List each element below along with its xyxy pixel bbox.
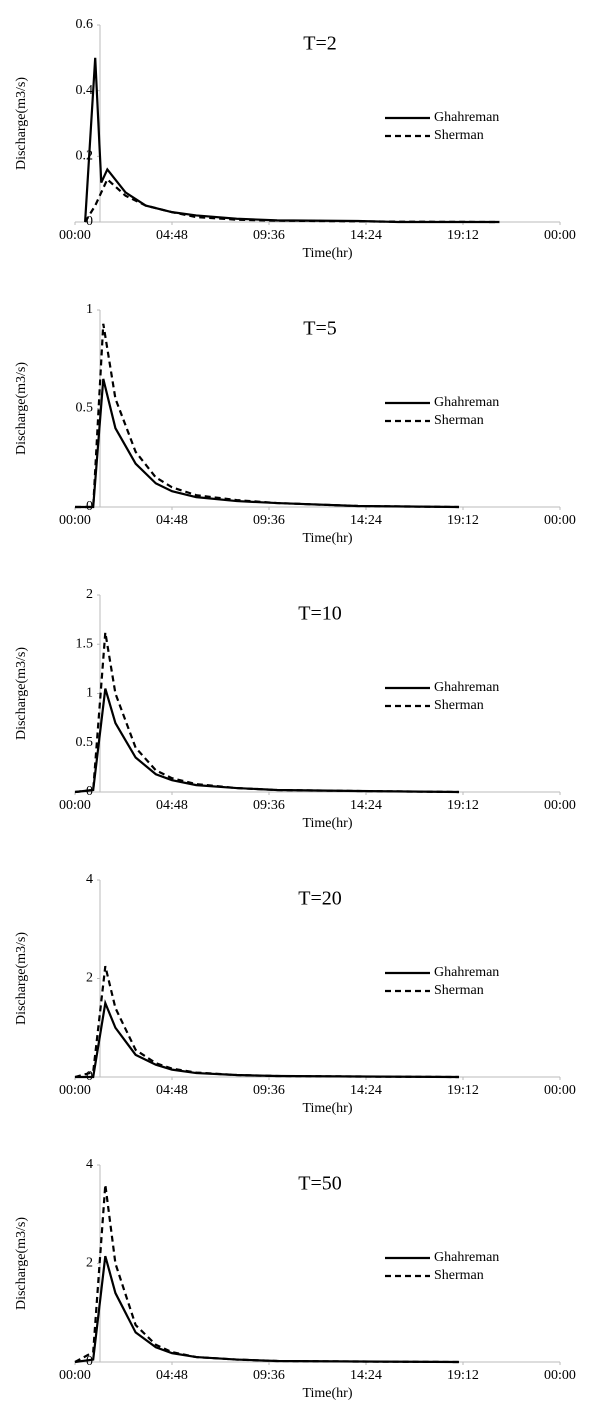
x-tick-label: 00:00: [544, 513, 576, 528]
x-tick-label: 19:12: [447, 1368, 479, 1383]
legend-label: Ghahreman: [434, 680, 499, 695]
y-tick-label: 0: [86, 1354, 93, 1369]
y-tick-label: 0: [86, 214, 93, 229]
x-tick-label: 09:36: [253, 513, 285, 528]
x-tick-label: 04:48: [156, 1368, 188, 1383]
y-axis-label: Discharge(m3/s): [14, 932, 29, 1025]
y-tick-label: 2: [86, 971, 93, 986]
x-tick-label: 14:24: [350, 1083, 382, 1098]
x-tick-label: 19:12: [447, 228, 479, 243]
legend-label: Ghahreman: [434, 965, 499, 980]
chart-title: T=2: [303, 33, 337, 55]
x-tick-label: 00:00: [544, 228, 576, 243]
x-tick-label: 19:12: [447, 1083, 479, 1098]
y-tick-label: 1.5: [76, 636, 94, 651]
legend-label: Sherman: [434, 1268, 484, 1283]
x-tick-label: 00:00: [544, 1368, 576, 1383]
chart-title: T=50: [298, 1173, 342, 1195]
y-tick-label: 1: [86, 686, 93, 701]
chart-title: T=5: [303, 318, 337, 340]
x-axis-label: Time(hr): [302, 1386, 352, 1401]
legend-label: Ghahreman: [434, 110, 499, 125]
x-tick-label: 04:48: [156, 1083, 188, 1098]
x-tick-label: 00:00: [544, 798, 576, 813]
y-tick-label: 2: [86, 1256, 93, 1271]
x-axis-label: Time(hr): [302, 246, 352, 261]
series-line: [75, 323, 459, 509]
series-line: [75, 999, 459, 1079]
x-axis-label: Time(hr): [302, 531, 352, 546]
legend-label: Sherman: [434, 698, 484, 713]
series-line: [75, 378, 459, 509]
y-tick-label: 4: [86, 872, 93, 887]
x-tick-label: 04:48: [156, 798, 188, 813]
legend-label: Sherman: [434, 983, 484, 998]
y-tick-label: 0.5: [76, 401, 94, 416]
y-tick-label: 4: [86, 1157, 93, 1172]
series-line: [74, 965, 459, 1079]
series-line: [74, 688, 459, 794]
y-tick-label: 0.4: [76, 83, 94, 98]
y-tick-label: 0.5: [76, 735, 94, 750]
legend-label: Sherman: [434, 128, 484, 143]
legend-label: Ghahreman: [434, 1250, 499, 1265]
x-tick-label: 00:00: [59, 1368, 91, 1383]
x-axis-label: Time(hr): [302, 1101, 352, 1116]
x-tick-label: 04:48: [156, 228, 188, 243]
chart-title: T=10: [298, 603, 342, 625]
x-tick-label: 09:36: [253, 1368, 285, 1383]
x-tick-label: 00:00: [544, 1083, 576, 1098]
y-axis-label: Discharge(m3/s): [14, 647, 29, 740]
x-tick-label: 00:00: [59, 228, 91, 243]
x-tick-label: 04:48: [156, 513, 188, 528]
legend-label: Sherman: [434, 413, 484, 428]
legend-label: Ghahreman: [434, 395, 499, 410]
x-tick-label: 09:36: [253, 228, 285, 243]
x-tick-label: 14:24: [350, 1368, 382, 1383]
x-tick-label: 19:12: [447, 513, 479, 528]
x-tick-label: 19:12: [447, 798, 479, 813]
y-tick-label: 0.6: [76, 17, 94, 32]
series-line: [74, 1255, 459, 1364]
series-line: [84, 177, 500, 224]
x-tick-label: 00:00: [59, 513, 91, 528]
y-axis-label: Discharge(m3/s): [14, 362, 29, 455]
x-tick-label: 09:36: [253, 798, 285, 813]
x-tick-label: 14:24: [350, 798, 382, 813]
x-tick-label: 00:00: [59, 1083, 91, 1098]
y-tick-label: 1: [86, 302, 93, 317]
series-line: [74, 1184, 459, 1364]
x-tick-label: 14:24: [350, 228, 382, 243]
x-tick-label: 14:24: [350, 513, 382, 528]
y-tick-label: 2: [86, 587, 93, 602]
chart-title: T=20: [298, 888, 342, 910]
series-line: [74, 632, 459, 794]
x-tick-label: 09:36: [253, 1083, 285, 1098]
y-axis-label: Discharge(m3/s): [14, 77, 29, 170]
x-axis-label: Time(hr): [302, 816, 352, 831]
y-tick-label: 0: [86, 784, 93, 799]
y-axis-label: Discharge(m3/s): [14, 1217, 29, 1310]
x-tick-label: 00:00: [59, 798, 91, 813]
